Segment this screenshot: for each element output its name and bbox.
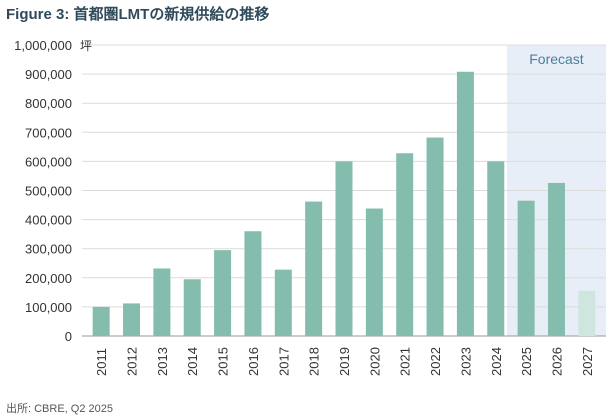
y-tick-label: 200,000 (25, 271, 72, 286)
x-tick-label: 2018 (307, 347, 322, 376)
y-tick-label: 700,000 (25, 125, 72, 140)
bar-2016 (244, 231, 262, 336)
y-tick-label: 1,000,000 (14, 38, 72, 53)
x-tick-label: 2013 (155, 347, 170, 376)
x-tick-label: 2024 (489, 347, 504, 376)
bar-2017 (274, 269, 292, 336)
y-axis-ticks: 0 100,000 200,000 300,000 400,000 500,000 600,… (14, 38, 72, 344)
x-tick-label: 2011 (94, 348, 109, 376)
y-tick-label: 400,000 (25, 213, 72, 228)
bar-2019 (335, 161, 353, 336)
bar-2012 (123, 303, 141, 336)
bar-2018 (305, 201, 323, 336)
bar-2025 (517, 200, 535, 336)
bar-2014 (183, 279, 201, 336)
bar-2013 (153, 268, 171, 336)
x-tick-label: 2012 (125, 347, 140, 376)
bar-2015 (214, 250, 232, 336)
bars (92, 71, 596, 336)
x-axis-ticks: 2011 2012 2013 2014 2015 2016 2017 2018 2019 2020… (94, 347, 595, 376)
bar-2027 (578, 290, 596, 336)
y-tick-label: 800,000 (25, 96, 72, 111)
y-tick-label: 900,000 (25, 67, 72, 82)
bar-2021 (396, 153, 414, 336)
y-tick-label: 600,000 (25, 154, 72, 169)
forecast-label: Forecast (529, 51, 584, 67)
x-tick-label: 2015 (216, 347, 231, 376)
chart-title: Figure 3: 首都圏LMTの新規供給の推移 (6, 6, 270, 23)
x-tick-label: 2019 (337, 347, 352, 376)
x-tick-label: 2022 (428, 347, 443, 376)
bar-2023 (456, 71, 474, 336)
bar-2020 (365, 208, 383, 336)
y-tick-label: 100,000 (25, 300, 72, 315)
x-tick-label: 2027 (580, 347, 595, 376)
bar-2024 (487, 161, 505, 336)
x-tick-label: 2023 (458, 347, 473, 376)
bar-2026 (547, 182, 565, 336)
x-tick-label: 2021 (398, 347, 413, 376)
x-tick-label: 2020 (367, 347, 382, 376)
x-tick-label: 2025 (519, 347, 534, 376)
bar-2022 (426, 137, 444, 336)
source-note: 出所: CBRE, Q2 2025 (6, 403, 113, 415)
unit-label: 坪 (80, 39, 92, 53)
y-tick-label: 500,000 (25, 184, 72, 199)
x-tick-label: 2016 (246, 347, 261, 376)
x-tick-label: 2026 (549, 347, 564, 376)
y-tick-label: 300,000 (25, 242, 72, 257)
y-tick-label: 0 (65, 329, 72, 344)
x-tick-label: 2014 (185, 347, 200, 376)
x-tick-label: 2017 (276, 347, 291, 376)
bar-2011 (92, 306, 110, 336)
